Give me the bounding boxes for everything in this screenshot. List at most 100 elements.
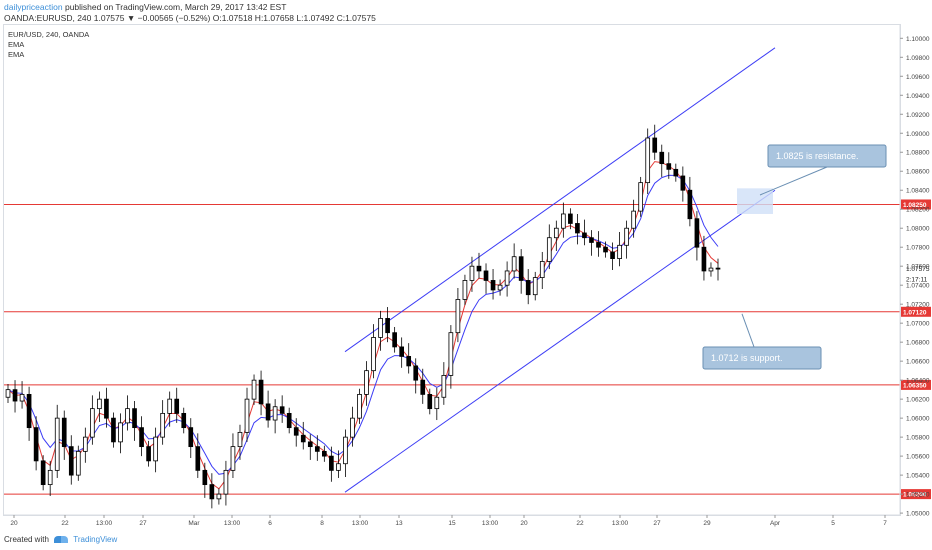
candle[interactable] bbox=[687, 176, 693, 227]
candle[interactable] bbox=[448, 325, 454, 389]
candle[interactable] bbox=[258, 370, 264, 416]
candle[interactable] bbox=[385, 307, 390, 343]
candle[interactable] bbox=[230, 433, 236, 478]
candle[interactable] bbox=[617, 232, 622, 267]
candle[interactable] bbox=[561, 202, 566, 238]
candle[interactable] bbox=[223, 460, 229, 506]
candle[interactable] bbox=[237, 424, 243, 460]
candle[interactable] bbox=[532, 271, 538, 301]
candle[interactable] bbox=[680, 166, 686, 202]
candle[interactable] bbox=[132, 401, 137, 441]
candle[interactable] bbox=[553, 220, 559, 252]
tradingview-link[interactable]: TradingView bbox=[73, 535, 118, 544]
candle[interactable] bbox=[399, 337, 404, 368]
candle[interactable] bbox=[343, 429, 348, 478]
candle[interactable] bbox=[272, 399, 278, 434]
candle[interactable] bbox=[610, 242, 615, 270]
candle[interactable] bbox=[82, 427, 88, 463]
candle[interactable] bbox=[160, 400, 165, 445]
legend-ema-slow[interactable]: EMA bbox=[8, 50, 25, 59]
candle[interactable] bbox=[75, 445, 81, 481]
candle[interactable] bbox=[97, 391, 102, 422]
candle[interactable] bbox=[631, 199, 636, 238]
candle[interactable] bbox=[300, 421, 306, 450]
candle[interactable] bbox=[90, 395, 95, 445]
channel-lower-line[interactable] bbox=[344, 189, 776, 493]
resistance-callout[interactable]: 1.0825 is resistance. bbox=[759, 144, 887, 196]
candle[interactable] bbox=[483, 263, 489, 294]
candle[interactable] bbox=[568, 208, 573, 230]
candle[interactable] bbox=[251, 374, 257, 405]
candle[interactable] bbox=[26, 386, 32, 441]
candle[interactable] bbox=[33, 416, 39, 471]
candle[interactable] bbox=[406, 343, 412, 374]
candle[interactable] bbox=[336, 450, 341, 478]
candle[interactable] bbox=[153, 427, 158, 473]
candle[interactable] bbox=[434, 387, 440, 421]
candle[interactable] bbox=[525, 269, 531, 305]
candle[interactable] bbox=[188, 418, 194, 459]
candle[interactable] bbox=[694, 211, 700, 261]
candle[interactable] bbox=[19, 381, 25, 409]
candle[interactable] bbox=[357, 388, 362, 424]
candle[interactable] bbox=[518, 249, 524, 294]
candle[interactable] bbox=[104, 387, 109, 428]
candle[interactable] bbox=[441, 362, 447, 405]
candle[interactable] bbox=[371, 324, 376, 379]
candle[interactable] bbox=[645, 128, 651, 195]
candle[interactable] bbox=[413, 358, 419, 394]
candle[interactable] bbox=[455, 288, 461, 343]
candle[interactable] bbox=[708, 262, 714, 277]
candle[interactable] bbox=[111, 412, 116, 448]
candle[interactable] bbox=[673, 163, 679, 182]
candle[interactable] bbox=[216, 488, 222, 505]
candle[interactable] bbox=[265, 390, 271, 428]
candle[interactable] bbox=[427, 388, 433, 415]
candle[interactable] bbox=[666, 152, 672, 179]
candle[interactable] bbox=[174, 387, 180, 423]
channel-upper-line[interactable] bbox=[344, 47, 776, 353]
candle[interactable] bbox=[589, 230, 594, 256]
candle[interactable] bbox=[603, 241, 608, 258]
candle[interactable] bbox=[497, 279, 503, 296]
candle[interactable] bbox=[659, 144, 665, 177]
candle[interactable] bbox=[392, 326, 397, 353]
candle[interactable] bbox=[539, 251, 545, 289]
candle[interactable] bbox=[715, 258, 721, 281]
candle[interactable] bbox=[118, 413, 123, 454]
candle[interactable] bbox=[350, 406, 355, 447]
candle[interactable] bbox=[209, 473, 215, 509]
candle[interactable] bbox=[293, 418, 299, 447]
legend-ema-fast[interactable]: EMA bbox=[8, 40, 25, 49]
candle[interactable] bbox=[146, 440, 151, 467]
candle[interactable] bbox=[40, 455, 46, 491]
candle[interactable] bbox=[701, 235, 707, 281]
candle[interactable] bbox=[244, 387, 250, 442]
candle[interactable] bbox=[596, 231, 601, 257]
author-link[interactable]: dailypriceaction bbox=[4, 2, 63, 12]
candle[interactable] bbox=[125, 395, 130, 431]
candle[interactable] bbox=[68, 435, 74, 485]
candle[interactable] bbox=[420, 368, 426, 404]
candle[interactable] bbox=[504, 261, 510, 297]
candle[interactable] bbox=[195, 433, 201, 478]
candle[interactable] bbox=[490, 269, 496, 300]
candle[interactable] bbox=[167, 391, 173, 427]
candle[interactable] bbox=[314, 435, 320, 461]
candle[interactable] bbox=[12, 380, 18, 413]
candle[interactable] bbox=[469, 256, 475, 292]
candle[interactable] bbox=[322, 445, 327, 462]
candle[interactable] bbox=[652, 124, 658, 160]
candle[interactable] bbox=[54, 404, 60, 478]
candle[interactable] bbox=[329, 446, 334, 482]
candle[interactable] bbox=[462, 274, 468, 306]
candle[interactable] bbox=[5, 383, 11, 403]
candle[interactable] bbox=[61, 410, 67, 460]
candle[interactable] bbox=[511, 243, 517, 279]
candle[interactable] bbox=[476, 252, 482, 279]
candle[interactable] bbox=[624, 220, 629, 259]
candle[interactable] bbox=[307, 434, 313, 460]
candle[interactable] bbox=[575, 213, 580, 245]
candle[interactable] bbox=[139, 416, 144, 457]
